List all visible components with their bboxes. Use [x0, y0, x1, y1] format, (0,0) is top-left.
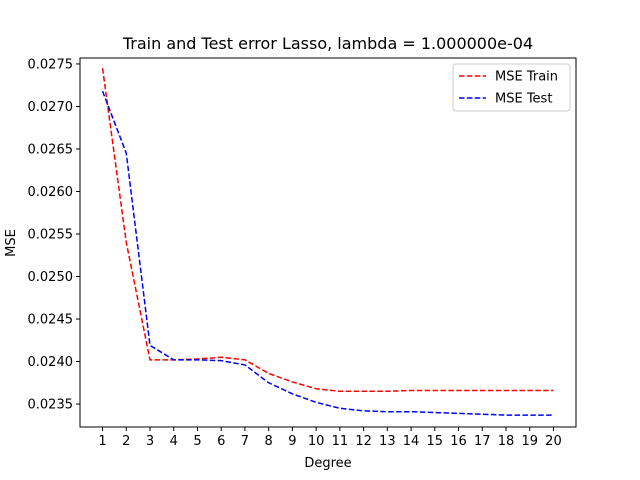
- chart-title: Train and Test error Lasso, lambda = 1.0…: [122, 34, 533, 53]
- y-tick-label: 0.0250: [28, 270, 74, 285]
- x-tick-label: 1: [98, 434, 106, 449]
- x-axis-label: Degree: [304, 456, 351, 471]
- y-tick-label: 0.0235: [28, 398, 74, 413]
- x-tick-label: 17: [474, 434, 491, 449]
- x-tick-label: 3: [146, 434, 154, 449]
- x-tick-label: 6: [217, 434, 225, 449]
- y-tick-label: 0.0245: [28, 313, 74, 328]
- x-tick-label: 20: [545, 434, 562, 449]
- y-tick-label: 0.0265: [28, 142, 74, 157]
- x-tick-label: 13: [379, 434, 396, 449]
- plot-area: [79, 57, 577, 428]
- y-tick-label: 0.0260: [28, 185, 74, 200]
- x-tick-label: 5: [193, 434, 201, 449]
- x-tick-label: 8: [265, 434, 273, 449]
- y-axis: 0.0235 0.0240 0.0245 0.0250 0.0255 0.0260 0.02…: [28, 57, 80, 413]
- legend-label: MSE Train: [495, 70, 558, 85]
- x-tick-label: 14: [403, 434, 420, 449]
- x-tick-label: 4: [170, 434, 178, 449]
- y-tick-label: 0.0275: [28, 57, 74, 72]
- x-tick-label: 11: [332, 434, 349, 449]
- x-tick-label: 18: [498, 434, 515, 449]
- x-tick-label: 10: [308, 434, 325, 449]
- y-tick-label: 0.0255: [28, 227, 74, 242]
- series-line-mse-train: [101, 68, 554, 393]
- x-tick-label: 2: [122, 434, 130, 449]
- y-tick-label: 0.0270: [28, 100, 74, 115]
- y-tick-label: 0.0240: [28, 355, 74, 370]
- x-tick-label: 15: [427, 434, 444, 449]
- series-line-mse-test: [101, 90, 554, 416]
- legend: MSE Train MSE Test: [452, 63, 571, 112]
- legend-label: MSE Test: [495, 92, 552, 107]
- x-tick-label: 7: [241, 434, 249, 449]
- y-axis-label: MSE: [4, 229, 19, 257]
- x-tick-label: 9: [288, 434, 296, 449]
- x-tick-label: 12: [355, 434, 372, 449]
- x-axis: 1 2 3 4 5 6 7 8 9 10 11 12 13 14 15 16 17 18 19 20: [98, 427, 562, 449]
- x-tick-label: 19: [521, 434, 538, 449]
- legend-box: [452, 63, 571, 112]
- x-tick-label: 16: [450, 434, 467, 449]
- series-layer: [101, 68, 554, 416]
